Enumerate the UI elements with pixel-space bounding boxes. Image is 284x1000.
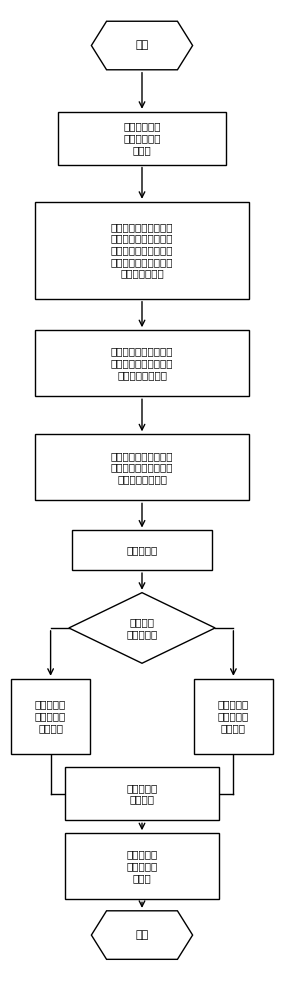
FancyBboxPatch shape [11, 679, 90, 754]
FancyBboxPatch shape [35, 202, 249, 299]
Polygon shape [91, 21, 193, 70]
Text: 收缩电阻并
联得到总收
缩电阻: 收缩电阻并 联得到总收 缩电阻 [126, 850, 158, 883]
FancyBboxPatch shape [72, 530, 212, 570]
Text: 单个微凸体
收缩电阻: 单个微凸体 收缩电阻 [126, 783, 158, 805]
Text: 开始: 开始 [135, 41, 149, 51]
FancyBboxPatch shape [35, 330, 249, 396]
FancyBboxPatch shape [194, 679, 273, 754]
Text: 由微凸体总数量和微凸
体高度的分布形式，生
成微凸体高度数据: 由微凸体总数量和微凸 体高度的分布形式，生 成微凸体高度数据 [111, 451, 173, 484]
Text: 计算变形量: 计算变形量 [126, 545, 158, 555]
Text: 结束: 结束 [135, 930, 149, 940]
FancyBboxPatch shape [65, 767, 219, 820]
Polygon shape [69, 593, 215, 663]
Polygon shape [91, 911, 193, 959]
FancyBboxPatch shape [58, 112, 226, 165]
FancyBboxPatch shape [65, 833, 219, 899]
Text: 使用测量仪器
对接触界面进
行扫描: 使用测量仪器 对接触界面进 行扫描 [123, 122, 161, 155]
Text: 由微凸体面密度及名义
接触面积，得到接触面
上的微凸体总数量: 由微凸体面密度及名义 接触面积，得到接触面 上的微凸体总数量 [111, 347, 173, 380]
FancyBboxPatch shape [35, 434, 249, 500]
Text: 变形量＞
临界变形量: 变形量＞ 临界变形量 [126, 617, 158, 639]
Text: 按弹性变形
计算接触面
积、载荷: 按弹性变形 计算接触面 积、载荷 [35, 700, 66, 733]
Text: 从扫描数据获得接触面
微凸体高度标准差、微
凸体曲率平均半径、微
凸体面密度、微凸体高
度数量分布形式: 从扫描数据获得接触面 微凸体高度标准差、微 凸体曲率平均半径、微 凸体面密度、微… [111, 222, 173, 278]
Text: 按塑性变形
计算接触面
积、载荷: 按塑性变形 计算接触面 积、载荷 [218, 700, 249, 733]
